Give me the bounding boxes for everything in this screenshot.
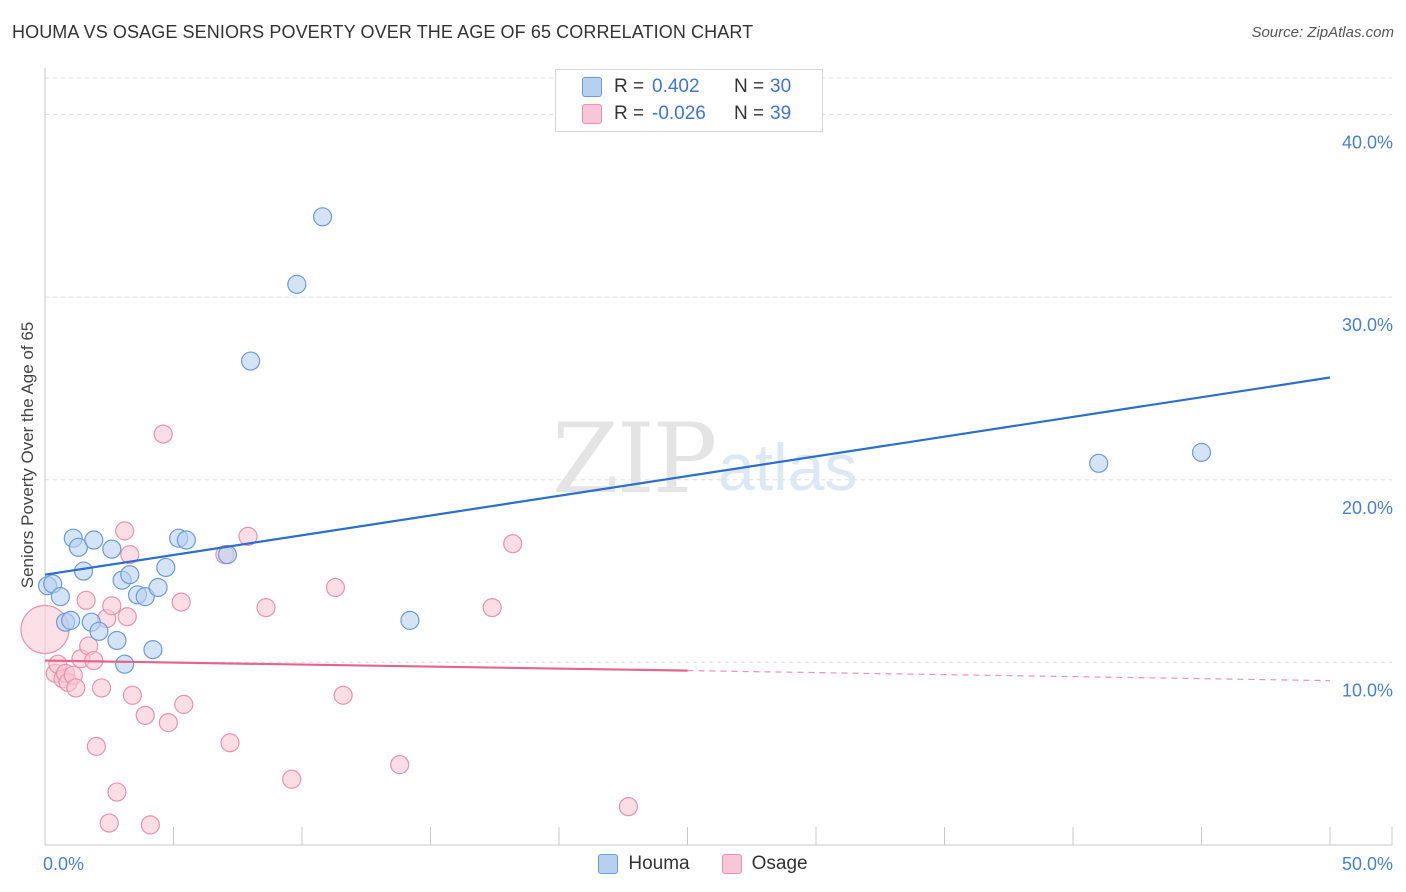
axes [44, 68, 1393, 846]
osage-point[interactable] [140, 815, 160, 835]
correlation-legend: R = 0.402 N = 30 R = -0.026 N = 39 [555, 69, 823, 132]
legend-n-label: N = [734, 76, 765, 97]
osage-point[interactable] [238, 526, 258, 546]
houma-point[interactable] [73, 561, 94, 581]
legend-houma-label: Houma [628, 853, 690, 874]
houma-point[interactable] [1191, 442, 1212, 462]
osage-point[interactable] [158, 713, 178, 733]
osage-trend-line [44, 659, 688, 672]
osage-swatch [582, 104, 602, 124]
osage-point[interactable] [325, 577, 346, 598]
osage-point[interactable] [171, 592, 191, 612]
osage-point[interactable] [503, 534, 523, 554]
houma-point[interactable] [102, 539, 122, 559]
houma-point[interactable] [115, 654, 135, 674]
legend-r-label: R = [614, 76, 645, 97]
osage-point[interactable] [86, 736, 107, 756]
houma-point[interactable] [50, 587, 71, 607]
x-tick-label: 50.0% [1342, 854, 1393, 874]
houma-point[interactable] [312, 207, 333, 227]
osage-point[interactable] [76, 590, 96, 610]
trend-lines [44, 376, 1331, 682]
tick-labels: 10.0% 20.0% 30.0% 40.0% 0.0% 50.0% [43, 133, 1393, 874]
houma-point[interactable] [84, 530, 104, 550]
houma-point[interactable] [1089, 453, 1109, 473]
osage-swatch [721, 854, 742, 874]
osage-point[interactable] [122, 685, 142, 705]
y-tick-label: 20.0% [1342, 498, 1393, 518]
houma-point[interactable] [156, 557, 176, 578]
legend-osage-label: Osage [751, 853, 808, 874]
houma-points [37, 207, 1212, 674]
houma-swatch [598, 854, 619, 874]
osage-point[interactable] [618, 797, 638, 817]
legend-row-houma: R = 0.402 N = 30 [556, 73, 791, 101]
osage-point[interactable] [115, 521, 135, 541]
chart-title: HOUMA VS OSAGE SENIORS POVERTY OVER THE … [12, 22, 754, 42]
series-legend: Houma Osage [0, 852, 1406, 876]
osage-point[interactable] [256, 597, 276, 618]
watermark-atlas: atlas [718, 430, 857, 504]
osage-point[interactable] [102, 596, 122, 616]
x-tick-label: 0.0% [43, 854, 84, 874]
legend-item-osage[interactable]: Osage [721, 853, 808, 875]
houma-point[interactable] [400, 610, 420, 630]
osage-point[interactable] [390, 755, 410, 775]
y-tick-label: 40.0% [1342, 133, 1393, 153]
osage-point[interactable] [91, 678, 112, 698]
houma-point[interactable] [68, 537, 89, 557]
houma-swatch [582, 77, 602, 97]
osage-point[interactable] [117, 607, 137, 627]
watermark-zip: ZIP [552, 403, 715, 515]
houma-trend-line [44, 376, 1331, 576]
houma-point[interactable] [148, 577, 168, 598]
legend-n-label: N = [734, 103, 765, 124]
watermark: ZIP atlas [552, 403, 857, 515]
y-tick-label: 10.0% [1342, 680, 1393, 700]
osage-point[interactable] [66, 678, 86, 698]
osage-points [20, 424, 638, 835]
osage-point[interactable] [107, 782, 127, 802]
houma-point[interactable] [107, 630, 127, 651]
osage-point[interactable] [482, 597, 502, 618]
legend-item-houma[interactable]: Houma [598, 853, 690, 875]
legend-r-value: -0.026 [652, 103, 706, 124]
legend-r-value: 0.402 [652, 76, 700, 97]
osage-point[interactable] [135, 705, 155, 725]
houma-point[interactable] [89, 621, 109, 641]
source-label: Source: ZipAtlas.com [1251, 24, 1394, 41]
osage-point[interactable] [220, 733, 240, 753]
osage-point[interactable] [174, 694, 194, 714]
houma-point[interactable] [241, 351, 261, 371]
legend-row-osage: R = -0.026 N = 39 [556, 100, 791, 128]
legend-n-value: 39 [770, 103, 792, 124]
osage-point[interactable] [282, 769, 302, 789]
y-tick-label: 30.0% [1342, 315, 1393, 335]
osage-point[interactable] [99, 813, 119, 833]
osage-trend-extension [687, 669, 1331, 682]
legend-n-value: 30 [770, 76, 792, 97]
osage-point[interactable] [333, 685, 353, 705]
houma-point[interactable] [120, 565, 140, 585]
houma-point[interactable] [143, 639, 163, 660]
osage-point[interactable] [120, 545, 140, 565]
legend-r-label: R = [614, 103, 645, 124]
houma-point[interactable] [287, 274, 307, 294]
houma-point[interactable] [176, 530, 196, 550]
grid-lines [45, 77, 1392, 663]
houma-point[interactable] [61, 610, 81, 630]
osage-point[interactable] [153, 424, 173, 444]
